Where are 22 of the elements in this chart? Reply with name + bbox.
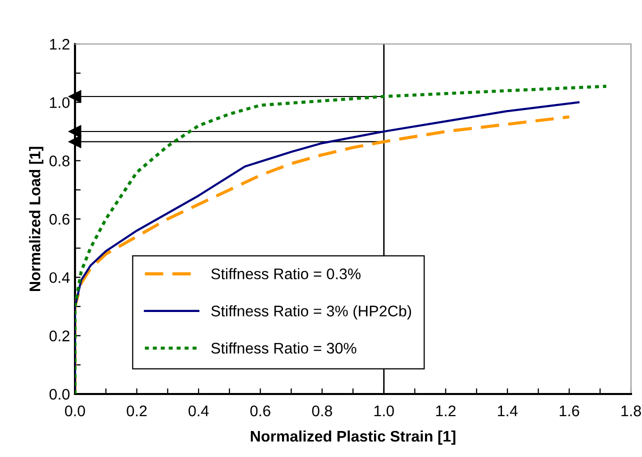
x-tick-label: 0.8 bbox=[312, 406, 332, 416]
y-tick-label: 0.8 bbox=[50, 156, 70, 166]
x-tick-label: 0.0 bbox=[64, 406, 86, 416]
x-tick-label: 0.4 bbox=[188, 406, 209, 416]
y-axis-title: Normalized Load [1] bbox=[29, 146, 44, 291]
x-tick-label: 1.6 bbox=[560, 406, 580, 416]
x-tick-label: 1.4 bbox=[498, 406, 518, 416]
y-tick-label: 1.2 bbox=[50, 38, 70, 50]
y-tick-label: 1.0 bbox=[50, 97, 70, 108]
x-axis-title: Normalized Plastic Strain [1] bbox=[250, 430, 456, 445]
y-tick-label: 0.0 bbox=[50, 388, 70, 400]
x-tick-label: 0.2 bbox=[126, 406, 147, 416]
legend-label: Stiffness Ratio = 30% bbox=[211, 342, 356, 354]
legend-label: Stiffness Ratio = 0.3% bbox=[211, 268, 361, 280]
x-tick-label: 1.8 bbox=[622, 406, 641, 416]
x-tick-label: 0.6 bbox=[250, 406, 270, 416]
x-tick-label: 1.2 bbox=[436, 406, 456, 416]
y-tick-label: 0.6 bbox=[50, 214, 70, 225]
legend-label: Stiffness Ratio = 3% (HP2Cb) bbox=[211, 305, 412, 320]
y-tick-label: 0.4 bbox=[50, 272, 70, 284]
y-tick-label: 0.2 bbox=[50, 330, 70, 342]
x-tick-label: 1.0 bbox=[374, 406, 394, 416]
